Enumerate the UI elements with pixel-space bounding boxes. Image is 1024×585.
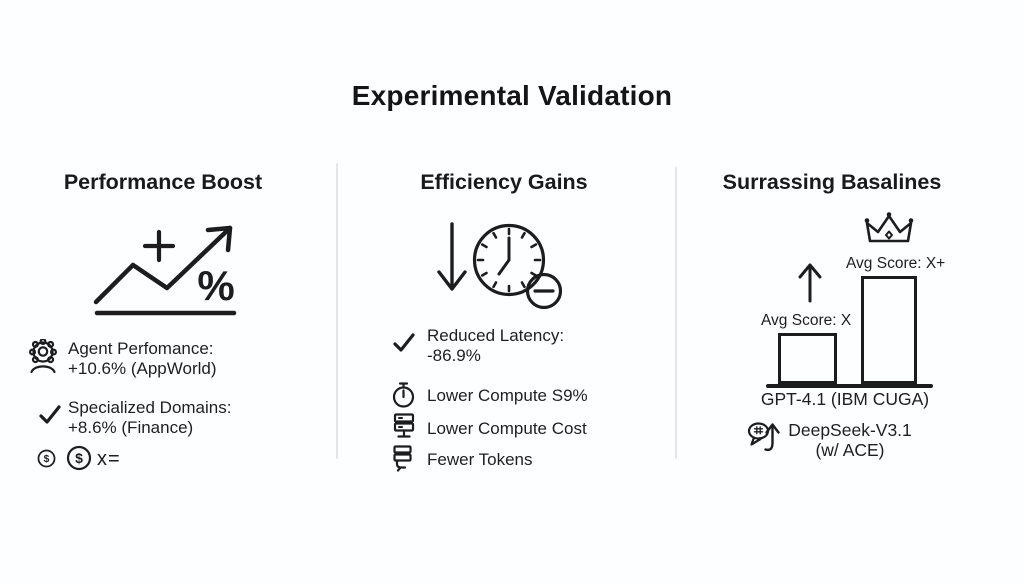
ace-score-bar — [861, 276, 917, 384]
model-name-block: DeepSeek-V3.1 (w/ ACE) — [785, 420, 915, 460]
column-divider-left — [336, 163, 338, 459]
dollar-circle-icon: $ — [37, 449, 56, 468]
left-bar-label: Avg Score: X — [761, 312, 852, 329]
reduced-latency-line1: Reduced Latency: — [427, 326, 565, 345]
page-title: Experimental Validation — [351, 80, 673, 111]
agent-gear-icon — [28, 339, 58, 374]
check-icon — [393, 333, 415, 352]
lower-compute-cost-item: Lower Compute Cost — [427, 419, 587, 438]
specialized-domains-line2: +8.6% (Finance) — [68, 418, 194, 437]
efficiency-gains-header: Efficiency Gains — [420, 170, 588, 194]
lower-compute-pct-item: Lower Compute S9% — [427, 386, 588, 405]
reduced-latency-line2: -86.9% — [427, 346, 481, 365]
fewer-tokens-item: Fewer Tokens — [427, 450, 533, 469]
stopwatch-icon — [392, 382, 415, 408]
performance-boost-header: Performance Boost — [63, 170, 263, 194]
axis-caption: GPT-4.1 (IBM CUGA) — [760, 389, 930, 409]
specialized-domains-line1: Specialized Domains: — [68, 398, 232, 417]
right-bar-label: Avg Score: X+ — [846, 255, 946, 272]
dollar-glyph: $ — [44, 454, 50, 465]
reduced-time-clock-icon — [437, 222, 563, 310]
agent-performance-item: Agent Perfomance: +10.6% (AppWorld) — [68, 339, 217, 379]
server-icon — [393, 413, 415, 438]
check-icon — [39, 405, 61, 424]
footnote-suffix: x= — [97, 448, 121, 470]
agent-performance-line2: +10.6% (AppWorld) — [68, 359, 217, 378]
percent-glyph: % — [197, 262, 234, 309]
surpassing-baselines-header: Surrassing Basalines — [722, 170, 942, 194]
chat-refresh-icon — [747, 422, 780, 452]
reduced-latency-item: Reduced Latency: -86.9% — [427, 326, 564, 366]
model-name-line1: DeepSeek-V3.1 — [788, 420, 912, 440]
dollar-glyph: $ — [75, 450, 83, 466]
specialized-domains-item: Specialized Domains: +8.6% (Finance) — [68, 398, 231, 438]
trend-up-chart-icon: % — [93, 225, 237, 316]
model-name-line2: (w/ ACE) — [815, 440, 885, 460]
tokens-icon — [393, 445, 412, 472]
column-divider-right — [675, 167, 677, 459]
chart-baseline-axis — [766, 384, 933, 388]
agent-performance-line1: Agent Perfomance: — [68, 339, 214, 358]
dollar-circle-icon: $ — [66, 445, 92, 471]
crown-icon — [864, 212, 914, 243]
up-arrow-icon — [798, 263, 822, 303]
baseline-score-bar — [778, 333, 837, 384]
